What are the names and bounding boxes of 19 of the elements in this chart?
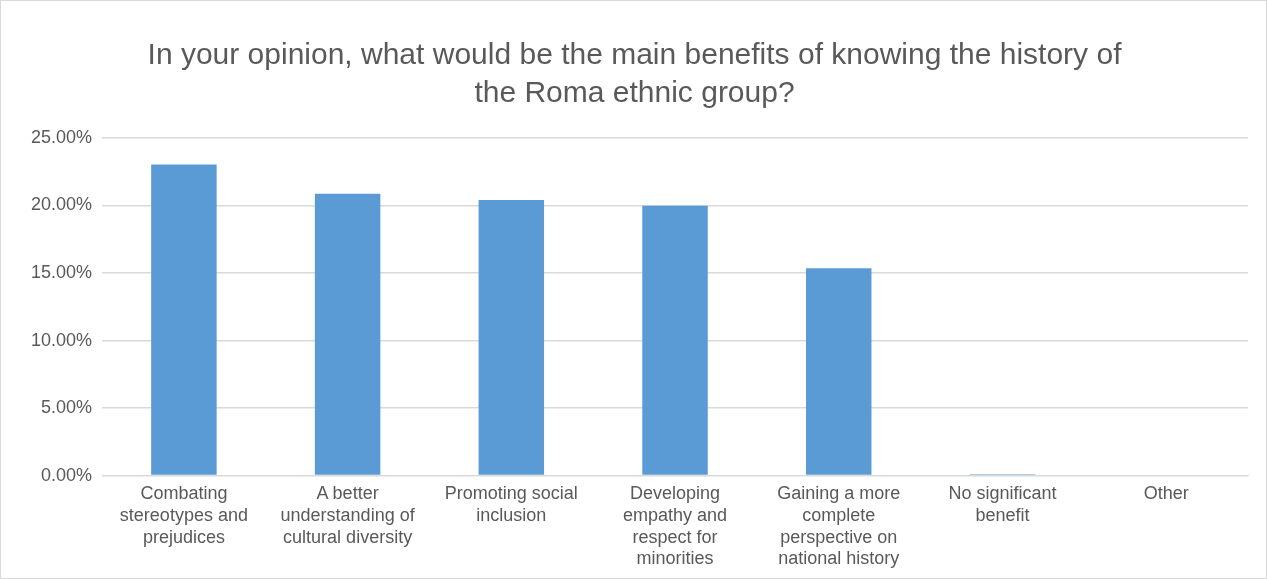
x-tick-label: Promoting social inclusion xyxy=(444,483,578,525)
bar xyxy=(151,164,217,475)
x-tick-label: Gaining a more complete perspective on national history xyxy=(777,483,901,569)
y-tick-label: 20.00% xyxy=(30,194,93,215)
x-tick-label: A better understanding of cultural diversity xyxy=(280,483,416,547)
y-tick-label: 25.00% xyxy=(30,126,93,147)
x-tick-label: Other xyxy=(1143,483,1189,504)
y-tick-label: 0.00% xyxy=(41,464,93,485)
y-tick-label: 15.00% xyxy=(30,262,93,283)
bar xyxy=(478,199,545,475)
bar xyxy=(314,193,381,475)
y-tick-label: 5.00% xyxy=(41,397,93,418)
chart-title: In your opinion, what would be the main benefits of knowing the history of the Roma ethnic group? xyxy=(147,37,1123,108)
bar xyxy=(805,268,872,475)
x-tick-label: No significant benefit xyxy=(948,483,1057,525)
y-tick-label: 10.00% xyxy=(30,329,93,350)
x-tick-label: Developing empathy and respect for minorities xyxy=(622,483,728,569)
bar xyxy=(642,205,708,475)
x-tick-label: Combating stereotypes and prejudices xyxy=(119,483,248,547)
